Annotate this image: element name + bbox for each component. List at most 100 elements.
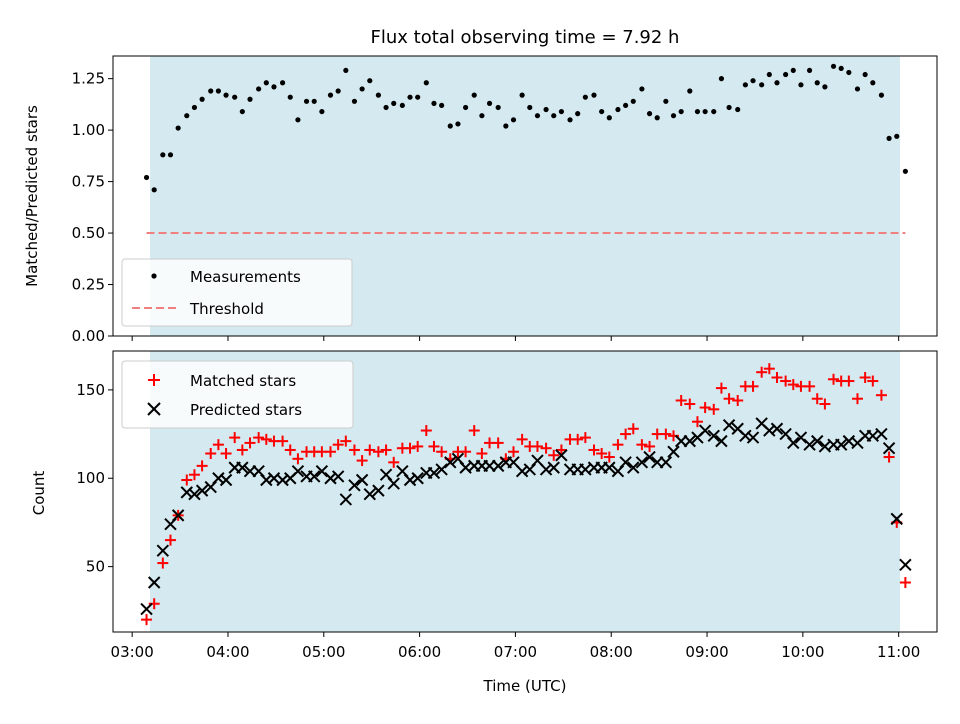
top-plot-frame [112, 55, 938, 337]
predicted-star-point [387, 477, 400, 490]
predicted-star-point [707, 429, 720, 443]
predicted-star-point [236, 461, 249, 474]
measurement-point [646, 111, 653, 117]
measurement-point [846, 69, 852, 76]
matched-star-point [468, 425, 480, 437]
top-legend-box [121, 258, 353, 327]
predicted-star-point [212, 472, 225, 485]
predicted-star-point [171, 509, 185, 522]
measurement-point [735, 106, 741, 113]
predicted-star-point [698, 424, 712, 437]
measurement-point [878, 92, 885, 98]
measurement-point [599, 108, 605, 115]
predicted-star-point [411, 472, 424, 485]
predicted-star-point [763, 424, 776, 437]
predicted-star-point [715, 434, 728, 448]
predicted-star-point [890, 512, 903, 526]
measurement-point [759, 82, 765, 88]
legend-matched-label: Matched stars [190, 372, 296, 390]
measurement-point [191, 104, 198, 111]
top-legend: Measurements Threshold [121, 258, 353, 327]
matched-star-point [579, 432, 591, 444]
measurement-point [319, 108, 325, 115]
matched-star-point [763, 363, 775, 375]
bottom-y-axis-label: Count [30, 471, 48, 516]
predicted-star-point [140, 602, 153, 616]
predicted-star-point [308, 470, 321, 483]
matched-star-point [236, 444, 248, 456]
measurement-point [486, 100, 493, 106]
matched-star-point [460, 446, 472, 458]
matched-star-point [324, 446, 336, 458]
matched-star-point [548, 449, 560, 461]
predicted-star-point [147, 576, 161, 589]
matched-star-point [372, 446, 384, 458]
measurement-point [615, 106, 621, 113]
top-y-tick-label: 0.75 [72, 173, 105, 191]
measurement-point [263, 80, 269, 86]
matched-star-point [404, 442, 416, 454]
predicted-star-point [180, 486, 193, 499]
legend-threshold-label: Threshold [189, 300, 264, 318]
measurement-point [790, 67, 796, 74]
measurement-point [726, 104, 732, 111]
measurement-point [247, 96, 253, 102]
bottom-y-tick-label: 100 [76, 469, 105, 487]
measurement-point [623, 102, 629, 109]
matched-star-point [356, 455, 368, 467]
measurement-point [766, 71, 772, 78]
predicted-star-point [539, 463, 553, 476]
matched-star-point [205, 448, 217, 460]
measurement-point [527, 104, 533, 111]
matched-star-point [540, 442, 552, 454]
measurement-point [208, 88, 214, 94]
predicted-star-point [291, 464, 305, 478]
matched-star-point [851, 393, 863, 405]
predicted-star-point [659, 456, 673, 469]
predicted-star-point [746, 431, 760, 444]
measurement-point [184, 113, 190, 119]
matched-star-point [804, 380, 816, 392]
matched-star-point [492, 437, 504, 449]
top-y-axis-label: Matched/Predicted stars [23, 105, 41, 287]
predicted-star-point [683, 434, 697, 448]
matched-star-point [340, 435, 352, 447]
measurement-point [558, 108, 565, 115]
predicted-star-point [324, 472, 337, 485]
matched-star-point [644, 440, 656, 452]
matched-star-point [715, 382, 727, 394]
top-x-tick-marks [131, 336, 900, 341]
measurement-point [639, 86, 645, 92]
matched-star-point [348, 444, 360, 456]
predicted-star-point [219, 473, 233, 487]
matched-star-point [723, 393, 735, 405]
measurement-point [543, 106, 549, 113]
matched-star-point [596, 448, 608, 460]
measurement-point [798, 82, 804, 88]
matched-star-point [572, 433, 584, 445]
predicted-star-point [435, 463, 448, 476]
matched-star-point [277, 435, 289, 447]
measurement-point [654, 115, 660, 121]
matched-star-point [603, 451, 615, 463]
matched-star-point [684, 398, 696, 410]
bottom-x-tick-label: 11:00 [877, 643, 920, 661]
predicted-star-point [315, 464, 329, 478]
predicted-star-point [372, 484, 385, 497]
measurement-point [503, 123, 509, 129]
matched-star-point [875, 389, 887, 401]
measurement-point [670, 113, 677, 119]
matched-star-point [253, 432, 265, 444]
measurement-point [551, 113, 557, 119]
measurement-point [894, 133, 900, 139]
predicted-star-point [444, 456, 457, 469]
matched-star-point [284, 444, 296, 456]
measurement-point [327, 92, 334, 98]
predicted-star-point [787, 436, 800, 450]
measurement-point [462, 104, 469, 111]
matched-star-point [229, 432, 241, 444]
measurement-point [711, 108, 717, 115]
measurement-point [575, 111, 581, 117]
matched-star-point [412, 440, 424, 452]
